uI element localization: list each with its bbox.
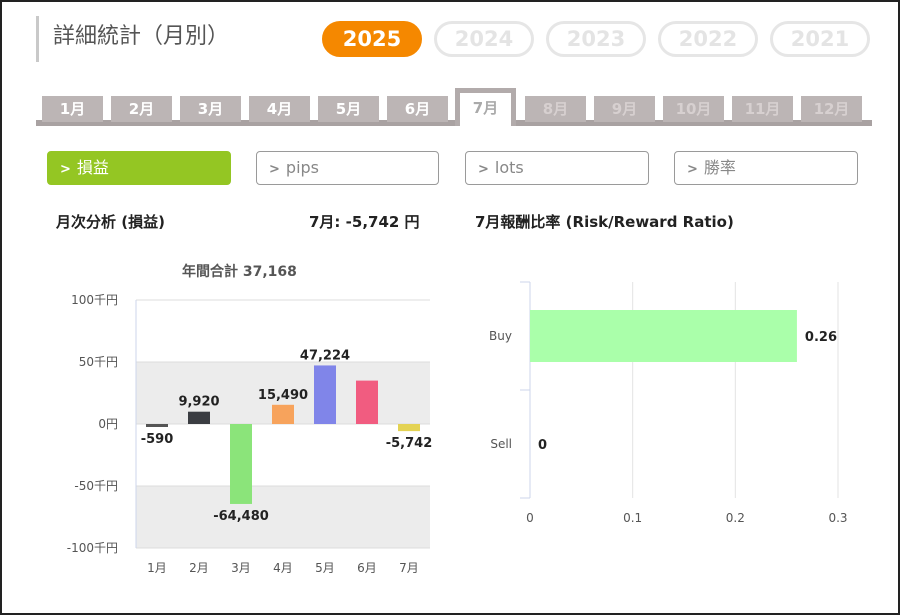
month-tabs-baseline [36,120,872,126]
page-header: 詳細統計（月別） [36,16,229,62]
x-tick-label: 6月 [357,561,377,575]
page-title: 詳細統計（月別） [53,24,230,49]
data-label: 9,920 [178,395,219,410]
grid-band [136,486,430,548]
data-label: 15,490 [258,388,308,403]
metric-label: 勝率 [703,158,736,177]
data-label: -5,742 [386,436,433,451]
y-tick-label: 0円 [98,417,118,431]
year-button-2023[interactable]: 2023 [546,21,646,57]
x-tick-label: 7月 [399,561,419,575]
bar-1月 [146,424,168,427]
bar-5月 [314,365,336,424]
bar-3月 [230,424,252,504]
data-label: 47,224 [300,348,350,363]
x-tick-label: 2月 [189,561,209,575]
current-month-profit: 7月: -5,742 円 [309,213,420,231]
chevron-right-icon: > [60,162,71,177]
tab-month-1[interactable]: 1月 [42,96,103,122]
tab-month-8[interactable]: 8月 [525,96,586,122]
metric-button-lots[interactable]: > lots [465,151,649,185]
data-label: 0.26 [805,330,837,345]
data-label: -64,480 [213,509,269,524]
bar-4月 [272,404,294,424]
metric-button-winrate[interactable]: > 勝率 [674,151,858,185]
tab-month-12[interactable]: 12月 [801,96,862,122]
y-category-label: Buy [489,329,512,343]
year-button-2021[interactable]: 2021 [770,21,870,57]
metric-button-pips[interactable]: > pips [256,151,439,185]
month-tabs: 1月 2月 3月 4月 5月 6月 7月 8月 9月 10月 11月 12月 [36,86,872,126]
year-button-2022[interactable]: 2022 [658,21,758,57]
y-tick-label: -100千円 [67,541,118,555]
x-tick-label: 4月 [273,561,293,575]
x-tick-label: 1月 [147,561,167,575]
year-button-2024[interactable]: 2024 [434,21,534,57]
risk-reward-heading: 7月報酬比率 (Risk/Reward Ratio) [475,213,734,231]
annual-total-label: 年間合計 37,168 [182,264,297,280]
tab-month-2[interactable]: 2月 [111,96,172,122]
x-tick-label: 0.1 [623,511,642,525]
x-tick-label: 0.2 [726,511,745,525]
data-label: -590 [141,432,174,447]
tab-month-9[interactable]: 9月 [594,96,655,122]
metric-label: lots [494,158,524,177]
x-tick-label: 3月 [231,561,251,575]
year-selector: 2025 2024 2023 2022 2021 [322,21,870,57]
x-tick-label: 0 [526,511,534,525]
chevron-right-icon: > [687,162,698,177]
tab-month-5[interactable]: 5月 [318,96,379,122]
tab-month-4[interactable]: 4月 [249,96,310,122]
y-category-label: Sell [490,437,512,451]
x-tick-label: 5月 [315,561,335,575]
chevron-right-icon: > [478,162,489,177]
year-button-2025[interactable]: 2025 [322,21,422,57]
y-tick-label: -50千円 [74,479,118,493]
tab-month-3[interactable]: 3月 [180,96,241,122]
metric-label: pips [285,158,319,177]
data-label: 0 [538,438,547,453]
bar-7月 [398,424,420,432]
tab-month-10[interactable]: 10月 [663,96,724,122]
chevron-right-icon: > [269,162,280,177]
bar-Buy [530,310,797,362]
monthly-analysis-heading: 月次分析 (損益) [56,213,165,231]
y-tick-label: 50千円 [79,355,118,369]
tab-month-6[interactable]: 6月 [387,96,448,122]
metric-label: 損益 [76,158,109,177]
bar-2月 [188,411,210,424]
bar-6月 [356,380,378,424]
tab-month-7[interactable]: 7月 [455,88,516,126]
x-tick-label: 0.3 [828,511,847,525]
y-tick-label: 100千円 [71,293,118,307]
tab-month-11[interactable]: 11月 [732,96,793,122]
metric-button-profit[interactable]: > 損益 [47,151,231,185]
